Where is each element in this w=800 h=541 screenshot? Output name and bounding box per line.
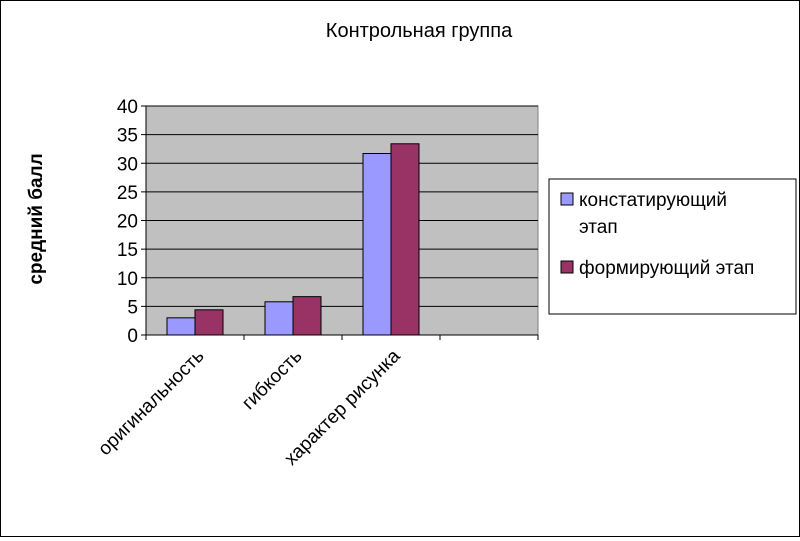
y-tick-label: 0 — [127, 326, 138, 347]
bar-series2 — [292, 296, 322, 336]
legend-label: этап — [579, 217, 618, 238]
bar-series2 — [194, 309, 224, 336]
bars — [166, 143, 420, 336]
y-tick-label: 10 — [117, 269, 138, 290]
y-tick-label: 20 — [117, 212, 138, 233]
bar-series1 — [264, 301, 294, 336]
legend-label: констатирующий — [579, 190, 727, 211]
y-tick-label: 35 — [117, 126, 138, 147]
chart-title: Контрольная группа — [326, 20, 513, 42]
legend: констатирующий этап формирующий этап — [548, 178, 797, 315]
y-axis-label: средний балл — [26, 153, 47, 284]
x-tick-label: гибкость — [238, 346, 306, 414]
y-tick-label: 15 — [117, 240, 138, 261]
bar-series2 — [390, 143, 420, 336]
x-tick-label: оригинальность — [94, 346, 208, 460]
bar-series1 — [166, 317, 196, 336]
y-tick-label: 30 — [117, 154, 138, 175]
legend-label: формирующий этап — [579, 258, 754, 279]
y-tick-label: 25 — [117, 183, 138, 204]
legend-swatch — [560, 260, 574, 274]
gridlines — [146, 105, 538, 307]
bar-series1 — [362, 153, 392, 336]
legend-swatch — [560, 192, 574, 206]
y-tick-labels: 0 5 10 15 20 25 30 35 40 — [117, 97, 138, 347]
axes — [141, 105, 539, 340]
y-tick-label: 5 — [127, 297, 138, 318]
legend-box — [548, 178, 797, 315]
y-tick-label: 40 — [117, 97, 138, 118]
